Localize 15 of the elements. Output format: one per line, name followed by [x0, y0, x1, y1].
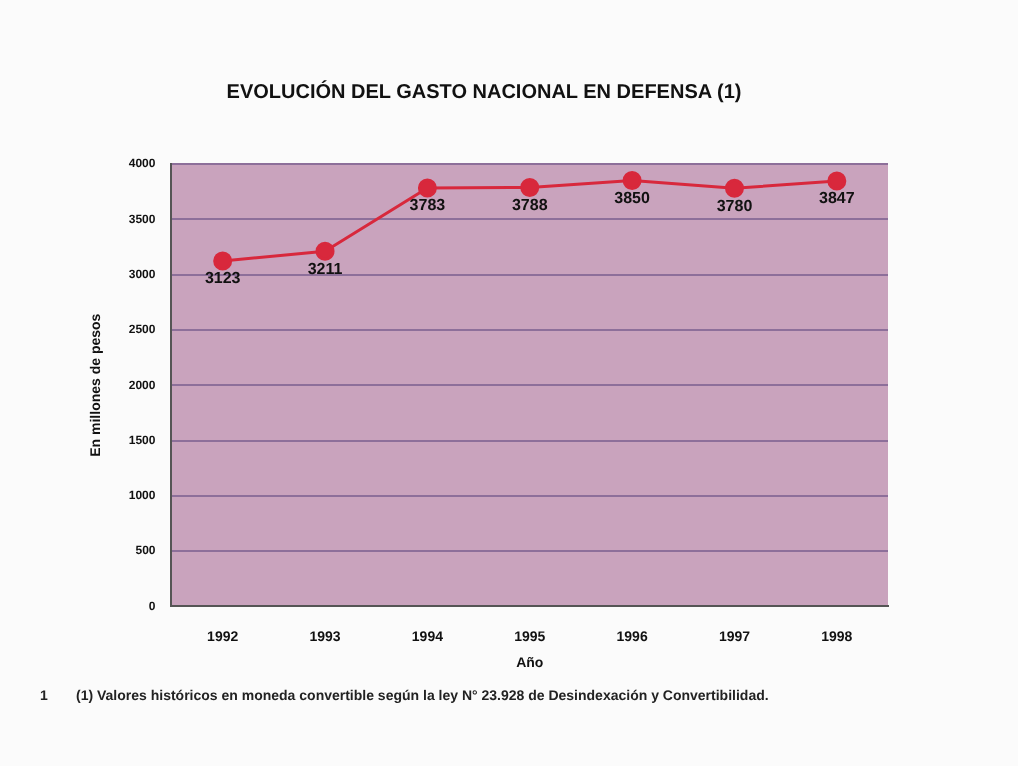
data-label: 3123	[204, 269, 242, 288]
data-label: 3850	[614, 189, 651, 207]
point	[315, 241, 335, 261]
data-label: 3783	[409, 196, 447, 215]
data-label: 3847	[819, 189, 856, 208]
point	[724, 178, 744, 198]
data-label: 3788	[511, 195, 549, 214]
data-label: 3211	[307, 259, 344, 278]
point	[622, 171, 642, 191]
data-label: 3780	[716, 196, 754, 215]
chart-title: EVOLUCIÓN DEL GASTO NACIONAL EN DEFENSA (1)	[226, 79, 742, 104]
point	[827, 171, 847, 191]
point	[417, 178, 437, 198]
point	[213, 251, 233, 271]
point	[520, 177, 540, 197]
